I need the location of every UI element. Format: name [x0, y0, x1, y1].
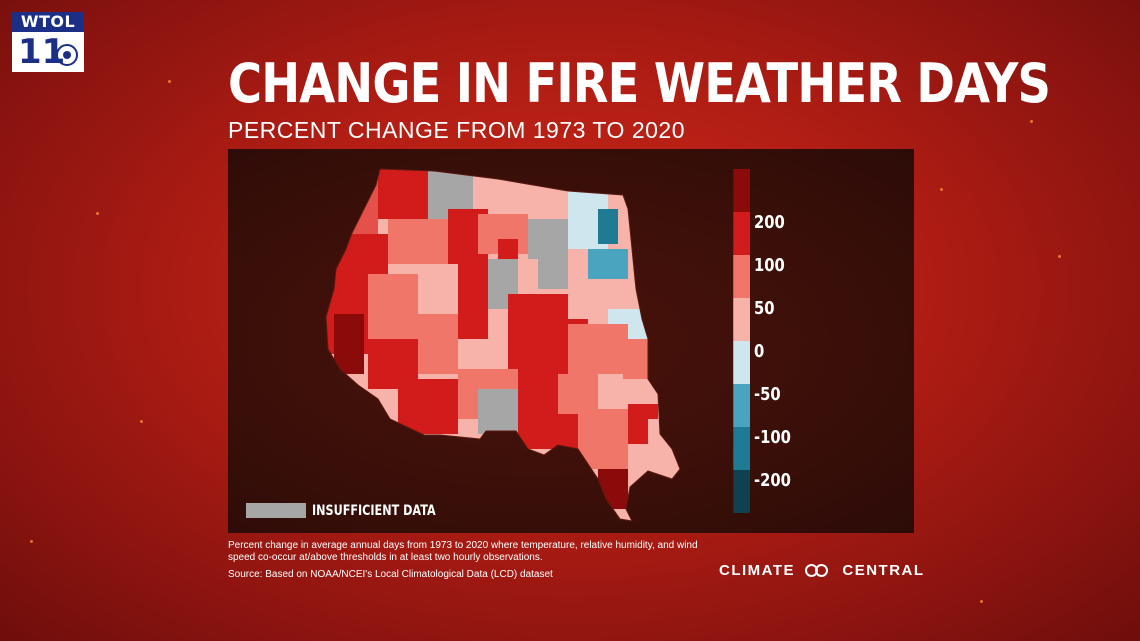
- legend-tick-label: 100: [754, 255, 785, 276]
- legend-swatch: [733, 255, 750, 298]
- legend-swatch: [733, 169, 750, 212]
- western-us-map: [325, 168, 681, 522]
- legend-tick-label: -200: [754, 470, 791, 491]
- page-subtitle: PERCENT CHANGE FROM 1973 TO 2020: [228, 117, 685, 143]
- legend-tick-label: 200: [754, 212, 785, 233]
- legend-swatch: [733, 427, 750, 470]
- linked-rings-icon: [804, 564, 833, 578]
- source-note: Source: Based on NOAA/NCEI's Local Clima…: [228, 569, 553, 580]
- legend-tick-label: 0: [754, 341, 765, 362]
- network-eye-icon: [56, 44, 78, 66]
- ember-decoration: [980, 600, 983, 603]
- footnote: Percent change in average annual days fr…: [228, 540, 698, 563]
- ember-decoration: [1058, 255, 1061, 258]
- legend-color-bar: [733, 169, 750, 513]
- station-call-letters: WTOL: [12, 12, 84, 32]
- page-title: CHANGE IN FIRE WEATHER DAYS: [228, 52, 1051, 115]
- ember-decoration: [96, 212, 99, 215]
- brand-right: CENTRAL: [842, 562, 925, 579]
- ember-decoration: [30, 540, 33, 543]
- brand-left: CLIMATE: [719, 562, 796, 579]
- legend-tick-label: -100: [754, 427, 791, 448]
- insufficient-data-swatch: [246, 503, 306, 518]
- legend-tick-label: 50: [754, 298, 775, 319]
- legend-swatch: [733, 470, 750, 513]
- legend-swatch: [733, 341, 750, 384]
- legend-tick-label: -50: [754, 384, 781, 405]
- legend-swatch: [733, 298, 750, 341]
- climate-central-logo: CLIMATE CENTRAL: [719, 562, 925, 579]
- ember-decoration: [940, 188, 943, 191]
- legend-swatch: [733, 212, 750, 255]
- legend-swatch: [733, 384, 750, 427]
- ember-decoration: [140, 420, 143, 423]
- insufficient-data-label: INSUFFICIENT DATA: [312, 503, 436, 519]
- station-channel: 11: [12, 32, 84, 72]
- ember-decoration: [168, 80, 171, 83]
- station-logo: WTOL 11: [12, 12, 84, 72]
- ember-decoration: [1030, 120, 1033, 123]
